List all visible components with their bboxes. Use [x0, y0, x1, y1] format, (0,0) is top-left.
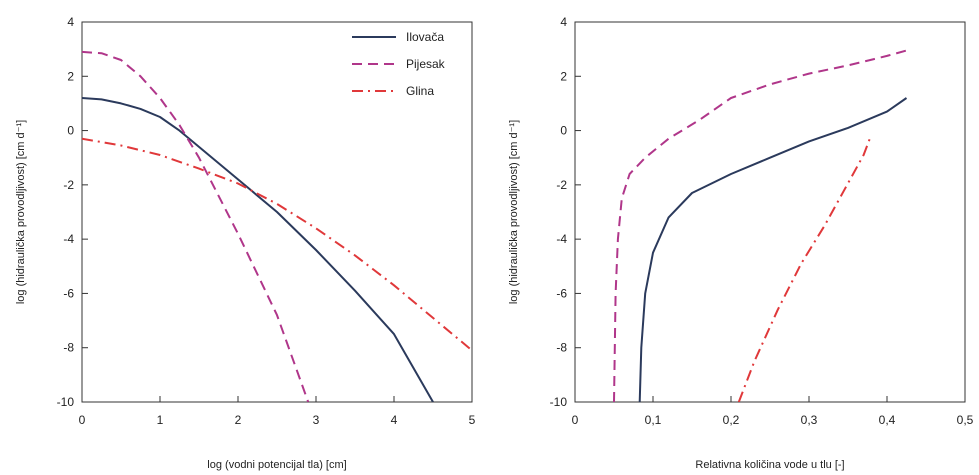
y-tick-label-left: -4: [63, 232, 74, 246]
y-tick-label-right: -8: [556, 341, 567, 355]
x-axis-label-left: log (vodni potencijal tla) [cm]: [207, 459, 346, 471]
x-tick-label-left: 4: [391, 413, 398, 427]
series-line-ilovaca-left: [82, 97, 434, 402]
x-tick-label-right: 0,4: [879, 413, 896, 427]
x-tick-label-left: 5: [469, 413, 476, 427]
series-line-pijesak-left: [82, 50, 310, 402]
x-tick-label-right: 0,2: [723, 413, 740, 427]
x-tick-label-right: 0,1: [645, 413, 662, 427]
x-axis-label-right: Relativna količina vode u tlu [-]: [695, 459, 844, 471]
y-tick-label-right: 0: [560, 124, 567, 138]
x-tick-label-left: 1: [157, 413, 164, 427]
y-tick-label-right: -10: [550, 395, 568, 409]
x-ticks-left: 0 1 2 3 4 5: [79, 396, 476, 427]
series-line-glina-left: [82, 137, 472, 352]
plot-frame-right: [574, 21, 966, 403]
y-ticks-left: -10 -8 -6 -4 -2 0 2 4: [57, 15, 88, 409]
legend-label: Ilovača: [406, 30, 444, 44]
y-axis-label-left: log (hidraulička provodljivost) [cm d⁻¹]: [15, 120, 27, 304]
y-tick-label-left: 4: [67, 15, 74, 29]
y-tick-label-left: -8: [63, 341, 74, 355]
y-tick-label-right: -4: [556, 232, 567, 246]
y-axis-label-right: log (hidraulička provodljivost) [cm d⁻¹]: [508, 120, 520, 304]
legend: Ilovača Pijesak Glina: [352, 30, 446, 98]
legend-label: Pijesak: [406, 57, 446, 71]
x-tick-label-left: 0: [79, 413, 86, 427]
x-tick-label-left: 2: [235, 413, 242, 427]
y-ticks-right: -10 -8 -6 -4 -2 0 2 4: [550, 15, 581, 409]
x-tick-label-right: 0,3: [801, 413, 818, 427]
y-tick-label-right: -2: [556, 178, 567, 192]
y-tick-label-right: 4: [560, 15, 567, 29]
chart-left: 0 1 2 3 4 5 -10 -8 -6 -4 -2 0 2 4 log (vodni potenci…: [15, 15, 476, 471]
chart-right: 0 0,1 0,2 0,3 0,4 0,5 -10 -8 -6 -4 -2 0 2 4 Relativn…: [508, 15, 974, 471]
x-tick-label-right: 0,5: [957, 413, 974, 427]
y-tick-label-right: -6: [556, 286, 567, 300]
legend-label: Glina: [406, 84, 434, 98]
y-tick-label-right: 2: [560, 69, 567, 83]
y-tick-label-left: -10: [57, 395, 75, 409]
x-tick-label-right: 0: [572, 413, 579, 427]
y-tick-label-left: -2: [63, 178, 74, 192]
x-ticks-right: 0 0,1 0,2 0,3 0,4 0,5: [572, 396, 974, 427]
series-line-pijesak-right: [613, 49, 907, 402]
x-tick-label-left: 3: [313, 413, 320, 427]
series-line-ilovaca-right: [638, 97, 908, 402]
y-tick-label-left: -6: [63, 286, 74, 300]
series-line-glina-right: [737, 138, 871, 402]
series-layer-left: [82, 50, 472, 402]
y-tick-label-left: 2: [67, 69, 74, 83]
plot-frame-left: [81, 21, 473, 403]
series-layer-right: [613, 49, 908, 402]
y-tick-label-left: 0: [67, 124, 74, 138]
